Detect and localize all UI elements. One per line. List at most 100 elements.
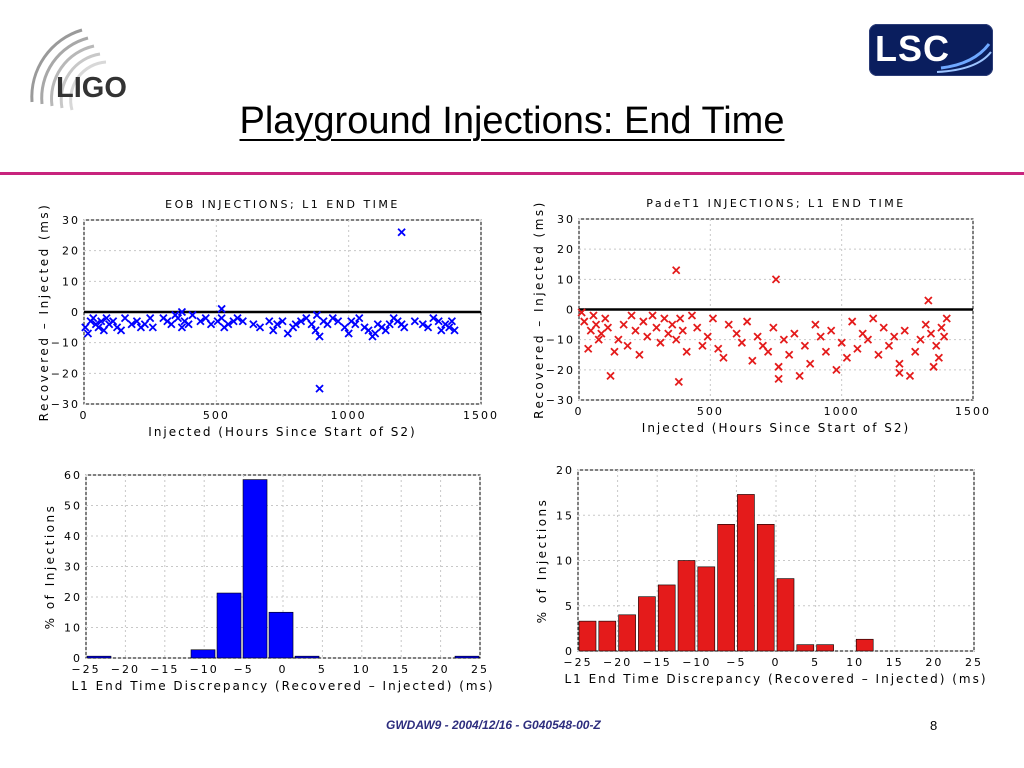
data-point <box>668 320 677 329</box>
x-tick-label: −20 <box>111 663 140 676</box>
y-tick-label: 30 <box>62 214 80 227</box>
data-point <box>724 320 733 329</box>
data-point <box>737 338 746 347</box>
data-point <box>606 371 615 381</box>
data-point <box>771 275 781 284</box>
histogram-bar <box>598 620 617 652</box>
data-point <box>779 335 789 344</box>
data-point <box>874 350 883 359</box>
data-point <box>148 323 157 332</box>
data-point <box>672 335 681 344</box>
data-point <box>167 320 176 329</box>
data-point <box>652 323 661 332</box>
data-point <box>307 320 316 329</box>
data-point <box>601 314 610 323</box>
x-tick-label: 25 <box>471 663 489 676</box>
x-tick-label: 15 <box>392 663 410 676</box>
x-tick-label: 0 <box>279 663 288 676</box>
data-point <box>589 311 598 320</box>
data-point <box>224 320 233 329</box>
data-point <box>635 350 644 359</box>
histogram-bar <box>796 644 815 652</box>
x-tick-label: −25 <box>71 663 100 676</box>
header-divider <box>0 172 1024 175</box>
slide-title: Playground Injections: End Time <box>239 100 785 142</box>
y-tick-label: 20 <box>557 243 575 256</box>
data-point <box>905 371 915 381</box>
data-point <box>273 320 282 329</box>
data-point <box>806 359 815 368</box>
data-point <box>714 344 723 353</box>
data-point <box>932 341 941 350</box>
lsc-logo: LSC <box>869 24 993 76</box>
x-axis-label: L1 End Time Discrepancy (Recovered – Inj… <box>564 672 987 686</box>
data-point <box>120 313 130 323</box>
x-tick-label: 20 <box>432 663 450 676</box>
data-point <box>577 308 586 317</box>
y-tick-label: 5 <box>565 600 574 613</box>
x-tick-label: −10 <box>682 656 711 669</box>
data-point <box>381 326 390 335</box>
data-point <box>916 335 925 344</box>
histogram-bar <box>756 524 775 652</box>
data-point <box>97 317 106 326</box>
data-point <box>344 329 353 338</box>
data-point <box>89 313 98 323</box>
data-point <box>597 329 606 338</box>
data-point <box>385 320 394 329</box>
data-point <box>821 347 831 356</box>
y-tick-label: −30 <box>546 394 575 407</box>
data-point <box>774 362 783 371</box>
data-point <box>445 323 454 332</box>
data-point <box>832 365 841 374</box>
x-tick-label: 1500 <box>955 405 991 418</box>
data-point <box>934 353 943 362</box>
data-point <box>827 326 836 335</box>
page-number: 8 <box>930 718 938 733</box>
data-point <box>623 341 632 350</box>
histogram-bar <box>216 592 242 659</box>
data-point <box>748 356 757 365</box>
data-point <box>584 344 593 353</box>
data-point <box>800 341 810 350</box>
x-tick-label: −5 <box>233 663 253 676</box>
histogram-bar <box>294 655 320 659</box>
data-point <box>763 347 773 356</box>
x-tick-label: 0 <box>575 405 584 418</box>
data-point <box>619 320 628 329</box>
data-point <box>675 314 685 323</box>
x-axis-label: L1 End Time Discrepancy (Recovered – Inj… <box>71 679 494 693</box>
ligo-logo: LIGO <box>22 22 152 112</box>
data-point <box>937 323 946 332</box>
x-tick-label: −10 <box>190 663 219 676</box>
y-tick-label: 40 <box>64 530 82 543</box>
data-point <box>895 359 904 368</box>
data-point <box>732 329 741 338</box>
x-tick-label: 1000 <box>331 409 367 422</box>
y-axis-label: Recovered – Injected (ms) <box>532 200 546 419</box>
data-point <box>698 341 707 350</box>
data-point <box>400 323 409 332</box>
data-point <box>328 313 337 323</box>
histogram-bar <box>190 649 216 659</box>
data-point <box>340 323 349 332</box>
data-point <box>672 266 681 275</box>
y-tick-label: 30 <box>557 213 575 226</box>
data-point <box>127 320 136 329</box>
data-point <box>895 368 904 377</box>
y-tick-label: 10 <box>556 555 574 568</box>
data-point <box>790 329 799 338</box>
y-tick-label: 0 <box>566 304 575 317</box>
x-tick-label: 500 <box>697 405 724 418</box>
y-tick-label: 60 <box>64 469 82 482</box>
x-tick-label: −20 <box>603 656 632 669</box>
data-point <box>631 326 640 335</box>
x-axis-label: Injected (Hours Since Start of S2) <box>148 425 416 439</box>
data-point <box>656 338 665 347</box>
data-point <box>643 332 652 341</box>
data-point <box>924 296 933 305</box>
data-point <box>447 317 457 326</box>
padet1-scatter-chart: 0 500 1000 1500 −30 −20 −10 0 10 20 30 PadeT1 INJEC… <box>532 197 991 435</box>
data-point <box>173 313 183 323</box>
data-point <box>177 307 187 317</box>
